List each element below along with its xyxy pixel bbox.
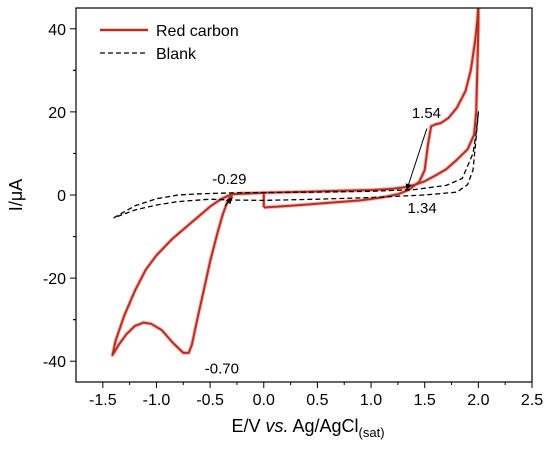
y-tick-label: 0	[57, 188, 66, 205]
series-line-1	[111, 8, 480, 356]
annotation-layer: 1.54 1.34 -0.29 -0.70	[205, 105, 441, 378]
x-tick-label: -0.5	[196, 392, 224, 409]
peak-label: -0.29	[212, 171, 246, 188]
tick-layer: -1.5 -1.0 -0.5 0.0 0.5 1.0 1.5 2.0 2.5 -40 -20 0 20 4…	[43, 22, 543, 409]
annotation-arrow	[224, 196, 234, 207]
arrow-layer	[224, 128, 428, 207]
y-axis-title: I/μA	[6, 179, 26, 211]
x-axis-title-main: E/V	[231, 416, 265, 436]
series-line-2	[113, 111, 480, 219]
x-tick-label: 1.5	[414, 392, 436, 409]
y-tick-label: -20	[43, 271, 66, 288]
x-tick-label: 0.0	[253, 392, 275, 409]
x-axis-title: E/V vs. Ag/AgCl(sat)	[231, 416, 384, 440]
x-axis-title-italic: vs.	[265, 416, 288, 436]
annotation-arrow	[405, 128, 428, 191]
legend: Red carbon Blank	[100, 23, 239, 63]
series-layer	[110, 8, 481, 357]
peak-label: 1.54	[412, 105, 441, 122]
x-tick-label: 0.5	[306, 392, 328, 409]
x-axis-title-rest: Ag/AgCl	[288, 416, 358, 436]
peak-label: -0.70	[205, 361, 239, 378]
legend-label: Blank	[156, 46, 197, 63]
y-tick-label: 20	[48, 105, 66, 122]
plot-frame	[75, 7, 533, 383]
x-tick-label: -1.0	[143, 392, 171, 409]
x-tick-label: 1.0	[360, 392, 382, 409]
peak-label: 1.34	[408, 200, 437, 217]
x-axis-title-subscript: (sat)	[359, 425, 385, 440]
y-tick-label: 40	[48, 22, 66, 39]
x-tick-label: 2.5	[521, 392, 543, 409]
y-tick-label: -40	[43, 354, 66, 371]
legend-label: Red carbon	[156, 23, 239, 40]
x-tick-label: 2.0	[467, 392, 489, 409]
x-tick-label: -1.5	[89, 392, 117, 409]
